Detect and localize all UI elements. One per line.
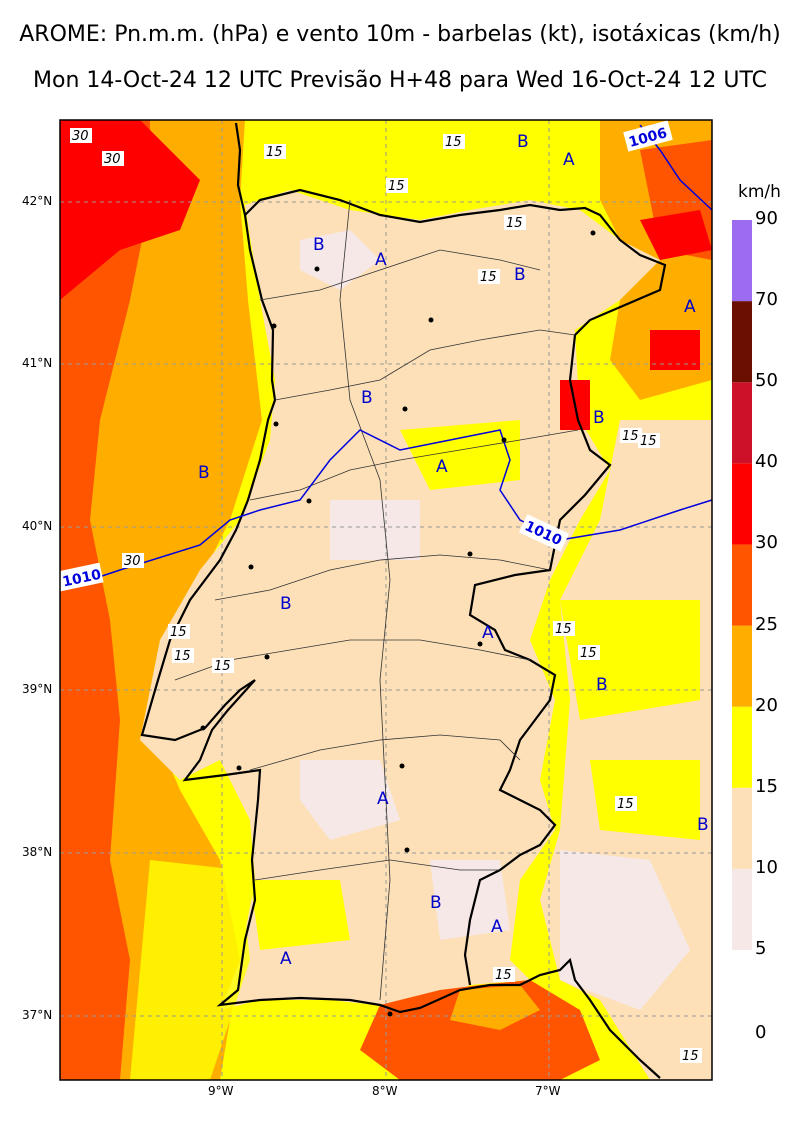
isotach-label: 15 xyxy=(266,145,283,160)
field-red-north xyxy=(60,120,200,300)
district-borders xyxy=(174,199,579,1001)
colorbar-level-label: 10 xyxy=(755,856,778,878)
colorbar-level-label: 40 xyxy=(755,451,778,473)
colorbar-segment xyxy=(732,544,752,626)
colorbar-segment xyxy=(732,787,752,869)
field-yellow-1 xyxy=(400,420,520,490)
lat-label: 39°N xyxy=(22,682,53,696)
coastline xyxy=(140,122,667,1079)
isotach-label: 15 xyxy=(580,646,597,661)
field-pale-3 xyxy=(430,860,510,940)
field-south-orange xyxy=(360,980,600,1080)
isobar-label: 1010 xyxy=(61,567,103,591)
field-pale-2 xyxy=(300,760,400,840)
colorbar-segment xyxy=(732,868,752,950)
colorbar-level-label: 50 xyxy=(755,370,778,392)
pressure-centers: B A B A B A B B A B B A B A B B A A xyxy=(198,132,709,969)
high-pressure-letter: A xyxy=(375,250,387,270)
isotach-label: 15 xyxy=(480,270,497,285)
colorbar xyxy=(732,220,752,950)
colorbar-unit: km/h xyxy=(738,182,781,202)
high-pressure-letter: A xyxy=(563,150,575,170)
colorbar-segment xyxy=(732,706,752,788)
colorbar-segment xyxy=(732,382,752,464)
field-yellow-3 xyxy=(590,760,700,840)
isotach-label: 15 xyxy=(555,622,572,637)
wind-speed-field xyxy=(60,120,712,1080)
city-dots xyxy=(200,230,596,1017)
isotach-label: 15 xyxy=(445,135,462,150)
lon-label: 7°W xyxy=(535,1084,561,1098)
low-pressure-letter: B xyxy=(697,815,709,835)
low-pressure-letter: B xyxy=(361,388,373,408)
isotach-label: 15 xyxy=(640,434,657,449)
low-pressure-letter: B xyxy=(313,235,325,255)
field-east-pale xyxy=(560,850,690,1010)
low-pressure-letter: B xyxy=(198,463,210,483)
high-pressure-letter: A xyxy=(482,623,494,643)
colorbar-level-label: 70 xyxy=(755,289,778,311)
lat-label: 38°N xyxy=(22,845,53,859)
isotach-label: 15 xyxy=(170,625,187,640)
isotach-label: 15 xyxy=(506,216,523,231)
lon-label: 9°W xyxy=(208,1084,234,1098)
colorbar-segment xyxy=(732,625,752,707)
colorbar-segment xyxy=(732,301,752,383)
isotach-label: 15 xyxy=(682,1049,699,1064)
colorbar-level-label: 30 xyxy=(755,532,778,554)
isotach-label: 15 xyxy=(174,649,191,664)
field-red-spot-3 xyxy=(640,210,712,260)
high-pressure-letter: A xyxy=(491,917,503,937)
graticule xyxy=(60,120,712,1080)
field-south-orange-2 xyxy=(450,985,540,1030)
high-pressure-letter: A xyxy=(684,297,696,317)
colorbar-segment xyxy=(732,463,752,545)
isotach-label: 15 xyxy=(622,429,639,444)
lat-label: 42°N xyxy=(22,194,53,208)
field-sw-yellow xyxy=(130,860,250,1080)
isotach-label: 30 xyxy=(104,152,121,167)
lat-label: 37°N xyxy=(22,1008,53,1022)
map-frame xyxy=(59,119,713,1081)
isotach-label: 30 xyxy=(124,554,141,569)
high-pressure-letter: A xyxy=(436,457,448,477)
low-pressure-letter: B xyxy=(430,893,442,913)
isotach-label: 15 xyxy=(214,659,231,674)
high-pressure-letter: A xyxy=(377,789,389,809)
isotach-label: 15 xyxy=(495,968,512,983)
isotach-label: 15 xyxy=(617,797,634,812)
lat-label: 41°N xyxy=(22,356,53,370)
low-pressure-letter: B xyxy=(517,132,529,152)
lat-label: 40°N xyxy=(22,519,53,533)
isotach-label: 30 xyxy=(72,129,89,144)
high-pressure-letter: A xyxy=(280,949,292,969)
field-pale-1 xyxy=(300,230,380,290)
field-pale-4 xyxy=(330,500,420,560)
map-subtitle: Mon 14-Oct-24 12 UTC Previsão H+48 para … xyxy=(33,68,767,93)
field-red-spot-2 xyxy=(650,330,700,370)
colorbar-segment xyxy=(732,220,752,302)
low-pressure-letter: B xyxy=(280,594,292,614)
colorbar-level-label: 0 xyxy=(755,1022,767,1043)
colorbar-level-label: 15 xyxy=(755,775,778,797)
field-red-band xyxy=(60,300,110,440)
field-yellow-2 xyxy=(560,600,700,720)
colorbar-level-label: 25 xyxy=(755,613,778,635)
lon-label: 8°W xyxy=(372,1084,398,1098)
colorbar-level-label: 5 xyxy=(755,938,767,959)
low-pressure-letter: B xyxy=(593,408,605,428)
low-pressure-letter: B xyxy=(596,675,608,695)
map-title: AROME: Pn.m.m. (hPa) e vento 10m - barbe… xyxy=(19,22,781,47)
isotach-label: 15 xyxy=(388,179,405,194)
field-yellow-4 xyxy=(250,880,350,950)
low-pressure-letter: B xyxy=(514,265,526,285)
colorbar-level-label: 20 xyxy=(755,694,778,716)
colorbar-level-label: 90 xyxy=(755,208,778,229)
